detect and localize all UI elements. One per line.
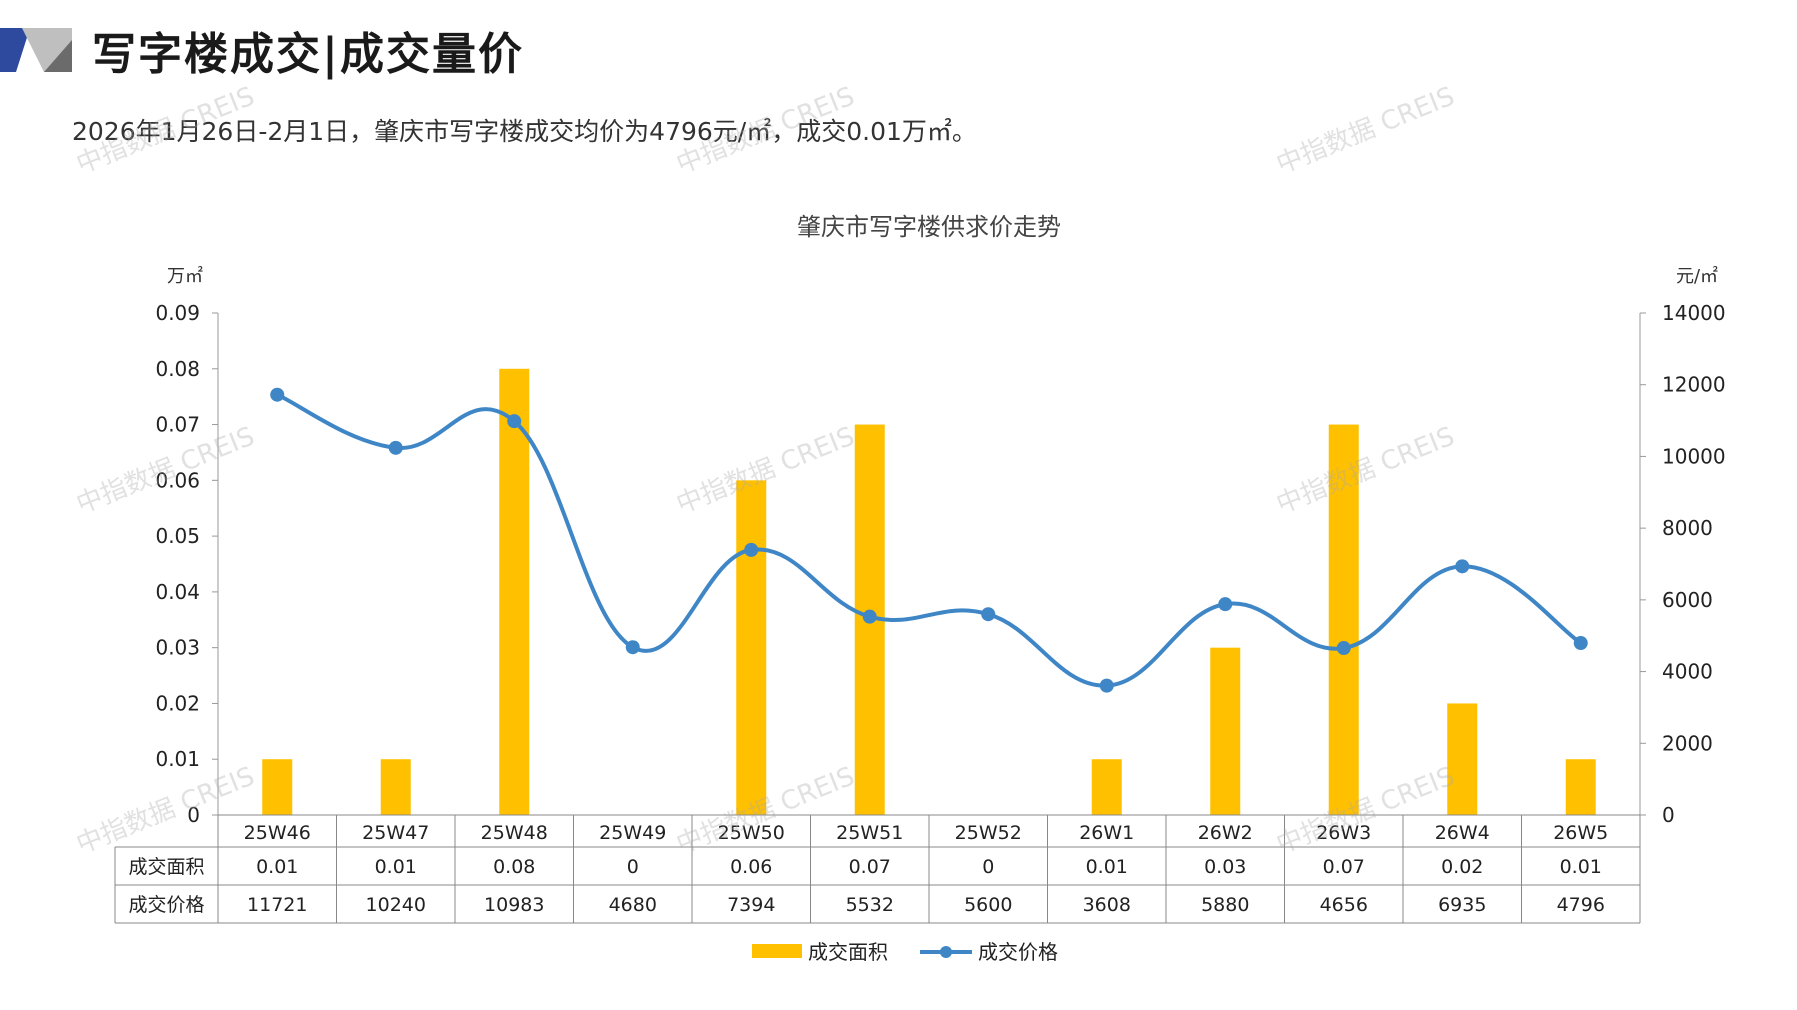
- table-cell-value: 0.01: [256, 856, 298, 878]
- table-cell-value: 4680: [609, 894, 657, 916]
- left-axis-tick-label: 0.07: [155, 413, 200, 437]
- price-point: [1336, 641, 1351, 656]
- x-axis-tick-label: 25W49: [599, 822, 666, 844]
- right-axis-tick-label: 8000: [1662, 516, 1713, 540]
- x-axis-tick-label: 25W52: [955, 822, 1022, 844]
- table-cell-value: 11721: [247, 894, 307, 916]
- price-point: [981, 607, 996, 622]
- price-point: [270, 387, 285, 402]
- price-point: [862, 609, 877, 624]
- price-point: [744, 542, 759, 557]
- bar: [1565, 759, 1596, 815]
- price-point: [1573, 636, 1588, 651]
- legend-bar-swatch: [752, 944, 802, 958]
- table-cell-value: 0.03: [1204, 856, 1246, 878]
- price-point: [388, 440, 403, 455]
- x-axis-tick-label: 25W47: [362, 822, 429, 844]
- bar: [499, 368, 530, 815]
- bar: [1447, 703, 1478, 815]
- table-cell-value: 3608: [1083, 894, 1131, 916]
- summary-text: 2026年1月26日-2月1日，肇庆市写字楼成交均价为4796元/㎡，成交0.0…: [72, 117, 977, 146]
- x-axis-tick-label: 25W48: [481, 822, 548, 844]
- x-axis-tick-label: 25W51: [836, 822, 903, 844]
- right-axis-tick-label: 6000: [1662, 588, 1713, 612]
- bar: [1091, 759, 1122, 815]
- table-cell-value: 10240: [366, 894, 426, 916]
- price-point: [625, 640, 640, 655]
- left-axis-tick-label: 0.05: [155, 524, 200, 548]
- table-cell-value: 0.07: [1323, 856, 1365, 878]
- left-axis-tick-label: 0.03: [155, 636, 200, 660]
- left-axis-tick-label: 0.01: [155, 747, 200, 771]
- right-axis-unit: 元/㎡: [1676, 265, 1718, 287]
- legend-bar-label: 成交面积: [808, 940, 888, 964]
- bar: [380, 759, 411, 815]
- left-axis-tick-label: 0.06: [155, 468, 200, 492]
- left-axis-tick-label: 0.08: [155, 357, 200, 381]
- legend-line-marker: [940, 946, 952, 958]
- right-axis-tick-label: 2000: [1662, 731, 1713, 755]
- table-cell-value: 0.01: [1560, 856, 1602, 878]
- x-axis-tick-label: 26W5: [1553, 822, 1608, 844]
- table-cell-value: 4796: [1557, 894, 1605, 916]
- logo-blue-shape: [0, 28, 30, 72]
- table-row-label: 成交面积: [128, 856, 204, 878]
- right-axis-tick-label: 10000: [1662, 444, 1726, 468]
- price-point: [1218, 597, 1233, 612]
- left-axis-tick-label: 0: [187, 803, 200, 827]
- logo-mark: [0, 28, 72, 72]
- table-cell-value: 0: [627, 856, 639, 878]
- legend-line-label: 成交价格: [978, 940, 1058, 964]
- right-axis-tick-label: 4000: [1662, 660, 1713, 684]
- table-cell-value: 0.02: [1441, 856, 1483, 878]
- left-axis-tick-label: 0.09: [155, 301, 200, 325]
- left-axis-unit: 万㎡: [167, 265, 203, 287]
- price-line: [276, 392, 1582, 688]
- bar: [736, 480, 767, 815]
- table-cell-value: 5532: [846, 894, 894, 916]
- table-cell-value: 0: [982, 856, 994, 878]
- right-axis-tick-label: 0: [1662, 803, 1675, 827]
- bar: [262, 759, 293, 815]
- logo-dark-shape: [44, 40, 72, 72]
- table-cell-value: 5880: [1201, 894, 1249, 916]
- chart-title: 肇庆市写字楼供求价走势: [797, 213, 1061, 241]
- page-title: 写字楼成交|成交量价: [92, 29, 525, 80]
- table-cell-value: 6935: [1438, 894, 1486, 916]
- table-cell-value: 0.01: [1086, 856, 1128, 878]
- table-cell-value: 4656: [1320, 894, 1368, 916]
- left-axis-tick-label: 0.02: [155, 691, 200, 715]
- x-axis-tick-label: 25W50: [718, 822, 785, 844]
- right-axis-tick-label: 14000: [1662, 301, 1726, 325]
- table-cell-value: 0.06: [730, 856, 772, 878]
- bar: [1210, 647, 1241, 815]
- bar: [1328, 424, 1359, 815]
- x-axis-tick-label: 26W2: [1198, 822, 1253, 844]
- right-axis-tick-label: 12000: [1662, 373, 1726, 397]
- table-cell-value: 10983: [484, 894, 544, 916]
- left-axis-tick-label: 0.04: [155, 580, 200, 604]
- table-row-label: 成交价格: [128, 894, 204, 916]
- price-point: [1099, 678, 1114, 693]
- x-axis-tick-label: 25W46: [244, 822, 311, 844]
- table-cell-value: 0.01: [375, 856, 417, 878]
- table-cell-value: 5600: [964, 894, 1012, 916]
- x-axis-tick-label: 26W1: [1079, 822, 1134, 844]
- table-cell-value: 0.07: [849, 856, 891, 878]
- x-axis-tick-label: 26W4: [1435, 822, 1490, 844]
- table-cell-value: 7394: [727, 894, 775, 916]
- table-cell-value: 0.08: [493, 856, 535, 878]
- price-point: [1455, 559, 1470, 574]
- price-point: [507, 414, 522, 429]
- x-axis-tick-label: 26W3: [1316, 822, 1371, 844]
